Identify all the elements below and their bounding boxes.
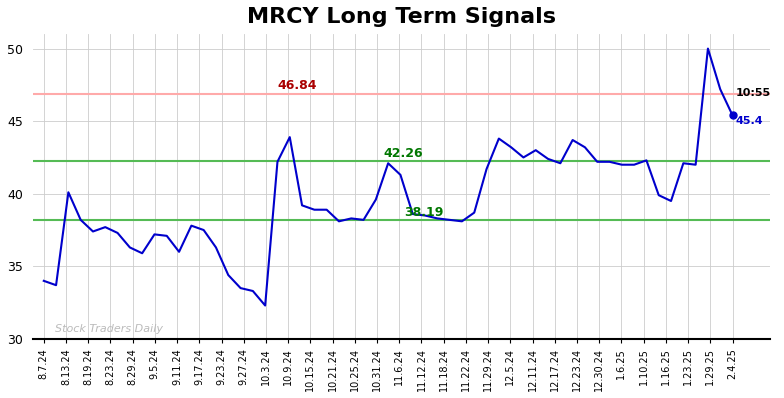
Text: 45.4: 45.4 <box>736 116 764 126</box>
Text: Stock Traders Daily: Stock Traders Daily <box>55 324 163 334</box>
Text: 42.26: 42.26 <box>383 147 423 160</box>
Text: 10:55: 10:55 <box>736 88 771 98</box>
Text: 46.84: 46.84 <box>277 79 317 92</box>
Title: MRCY Long Term Signals: MRCY Long Term Signals <box>247 7 556 27</box>
Text: 38.19: 38.19 <box>404 207 443 219</box>
